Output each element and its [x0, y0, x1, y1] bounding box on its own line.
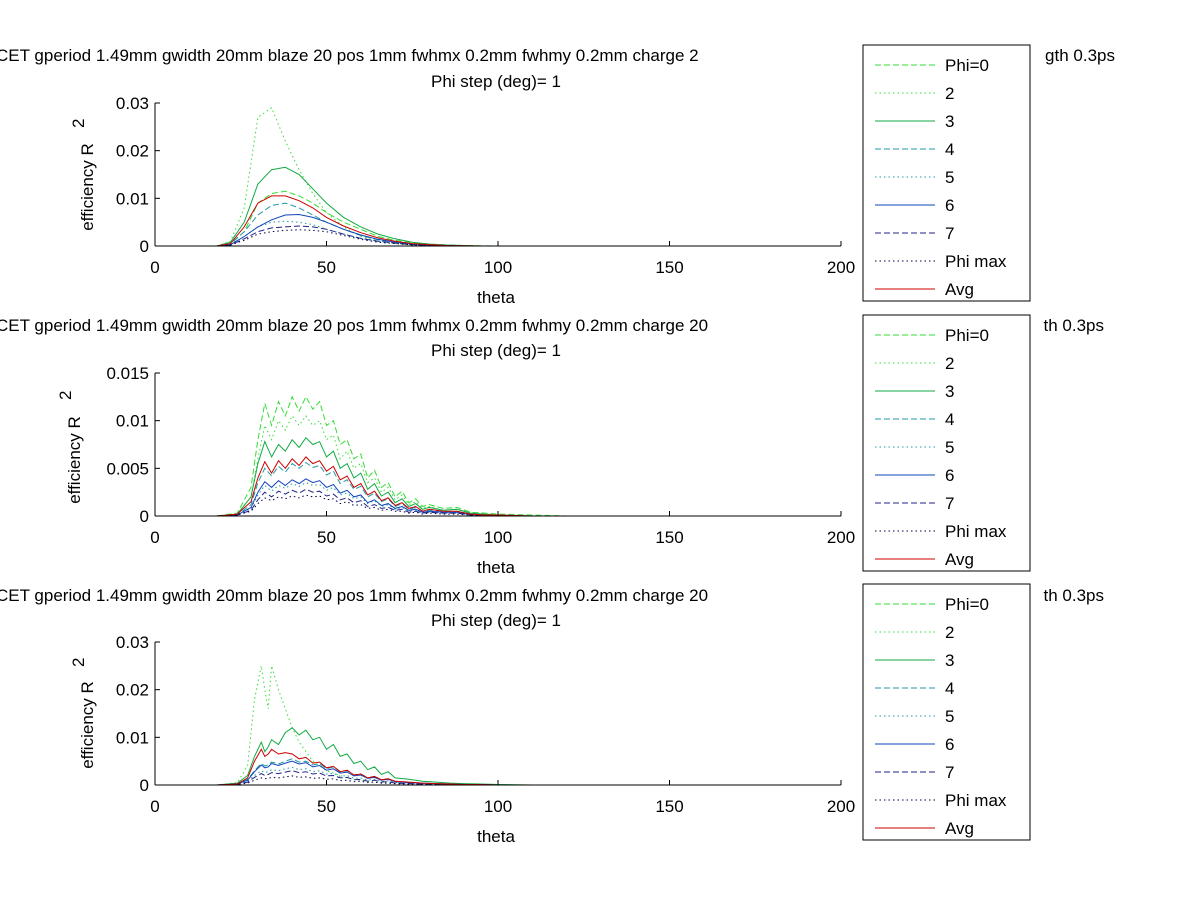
- subplot-3-y-ticks: 0 0.01 0.02 0.03: [116, 633, 160, 795]
- legend-label: 4: [945, 140, 954, 159]
- x-tick-label: 200: [827, 258, 855, 277]
- subplot-3-y-axis-label-exponent: 2: [69, 658, 88, 667]
- y-tick-label: 0.02: [116, 681, 149, 700]
- legend-label: Avg: [945, 819, 974, 838]
- legend-label: Phi max: [945, 522, 1007, 541]
- y-tick-label: 0.01: [116, 412, 149, 431]
- legend-label: Phi=0: [945, 595, 989, 614]
- legend-label: 2: [945, 623, 954, 642]
- subplot-3-title-tail: th 0.3ps: [1044, 586, 1105, 605]
- subplot-2-x-ticks: 0 50 100 150 200: [150, 511, 855, 547]
- subplot-3-y-axis-label: efficiency R: [78, 681, 97, 769]
- legend-3: Phi=0 2 3 4 5 6 7 Phi max Avg: [862, 583, 1031, 841]
- subplot-2-y-axis-label-exponent: 2: [56, 391, 75, 400]
- legend-label: 7: [945, 763, 954, 782]
- x-tick-label: 100: [484, 528, 512, 547]
- subplot-1-y-axis-label-exponent: 2: [69, 119, 88, 128]
- subplot-3-x-ticks: 0 50 100 150 200: [150, 780, 855, 816]
- x-tick-label: 0: [150, 528, 159, 547]
- subplot-2-y-axis-label: efficiency R: [65, 416, 84, 504]
- series-line-7: [216, 488, 739, 517]
- subplot-2-title-tail: th 0.3ps: [1044, 316, 1105, 335]
- subplot-1: CET gperiod 1.49mm gwidth 20mm blaze 20 …: [0, 46, 1115, 307]
- subplot-3-title: CET gperiod 1.49mm gwidth 20mm blaze 20 …: [0, 586, 708, 605]
- legend-label: 2: [945, 354, 954, 373]
- legend-label: Phi=0: [945, 56, 989, 75]
- y-tick-label: 0.01: [116, 189, 149, 208]
- x-tick-label: 50: [317, 258, 336, 277]
- legend-box: [862, 583, 1031, 841]
- legend-label: 6: [945, 196, 954, 215]
- x-tick-label: 100: [484, 797, 512, 816]
- x-tick-label: 0: [150, 258, 159, 277]
- subplot-2-x-axis-label: theta: [477, 558, 515, 577]
- legend-box: [862, 314, 1031, 572]
- y-tick-label: 0.015: [106, 364, 149, 383]
- y-tick-label: 0.03: [116, 633, 149, 652]
- legend-label: Phi max: [945, 252, 1007, 271]
- subplot-1-x-ticks: 0 50 100 150 200: [150, 241, 855, 277]
- legend-label: Avg: [945, 550, 974, 569]
- subplot-3: CET gperiod 1.49mm gwidth 20mm blaze 20 …: [0, 586, 1104, 846]
- legend-label: 3: [945, 112, 954, 131]
- x-tick-label: 0: [150, 797, 159, 816]
- legend-label: 7: [945, 494, 954, 513]
- legend-label: 6: [945, 735, 954, 754]
- y-tick-label: 0.02: [116, 142, 149, 161]
- legend-2: Phi=0 2 3 4 5 6 7 Phi max Avg: [862, 314, 1031, 572]
- subplot-2-title: CET gperiod 1.49mm gwidth 20mm blaze 20 …: [0, 316, 708, 335]
- subplot-3-x-axis-label: theta: [477, 827, 515, 846]
- legend-label: Phi max: [945, 791, 1007, 810]
- y-tick-label: 0.03: [116, 94, 149, 113]
- legend-label: 4: [945, 410, 954, 429]
- legend-label: 5: [945, 438, 954, 457]
- x-tick-label: 50: [317, 797, 336, 816]
- series-line-5: [216, 766, 739, 786]
- y-tick-label: 0: [140, 507, 149, 526]
- y-tick-label: 0.01: [116, 728, 149, 747]
- y-tick-label: 0: [140, 237, 149, 256]
- series-line-avg: [216, 456, 739, 517]
- series-line-phi-max: [216, 494, 739, 517]
- x-tick-label: 50: [317, 528, 336, 547]
- x-tick-label: 200: [827, 797, 855, 816]
- legend-label: 4: [945, 679, 954, 698]
- series-line-phi-0: [216, 395, 739, 517]
- x-tick-label: 200: [827, 528, 855, 547]
- legend-label: Avg: [945, 280, 974, 299]
- legend-label: 3: [945, 382, 954, 401]
- subplot-2-subtitle: Phi step (deg)= 1: [431, 341, 561, 360]
- y-tick-label: 0: [140, 776, 149, 795]
- series-line-phi-max: [216, 775, 739, 786]
- series-line-7: [216, 225, 739, 247]
- series-line-phi-max: [216, 229, 739, 247]
- x-tick-label: 150: [655, 528, 683, 547]
- subplot-2-y-ticks: 0 0.005 0.01 0.015: [106, 364, 160, 526]
- subplot-3-subtitle: Phi step (deg)= 1: [431, 611, 561, 630]
- x-tick-label: 100: [484, 258, 512, 277]
- subplot-1-title: CET gperiod 1.49mm gwidth 20mm blaze 20 …: [0, 46, 699, 65]
- y-tick-label: 0.005: [106, 459, 149, 478]
- subplot-2: CET gperiod 1.49mm gwidth 20mm blaze 20 …: [0, 316, 1104, 577]
- subplot-1-x-axis-label: theta: [477, 288, 515, 307]
- subplot-1-y-axis-label: efficiency R: [78, 143, 97, 231]
- series-line-7: [216, 770, 739, 786]
- x-tick-label: 150: [655, 258, 683, 277]
- legend-label: 2: [945, 84, 954, 103]
- legend-label: 5: [945, 707, 954, 726]
- legend-box: [862, 44, 1031, 302]
- subplot-1-y-ticks: 0 0.01 0.02 0.03: [116, 94, 160, 256]
- legend-label: 3: [945, 651, 954, 670]
- subplot-1-title-tail: gth 0.3ps: [1045, 46, 1115, 65]
- subplot-1-subtitle: Phi step (deg)= 1: [431, 72, 561, 91]
- x-tick-label: 150: [655, 797, 683, 816]
- legend-1: Phi=0 2 3 4 5 6 7 Phi max Avg: [862, 44, 1031, 302]
- legend-label: 7: [945, 224, 954, 243]
- legend-label: Phi=0: [945, 326, 989, 345]
- legend-label: 5: [945, 168, 954, 187]
- legend-label: 6: [945, 466, 954, 485]
